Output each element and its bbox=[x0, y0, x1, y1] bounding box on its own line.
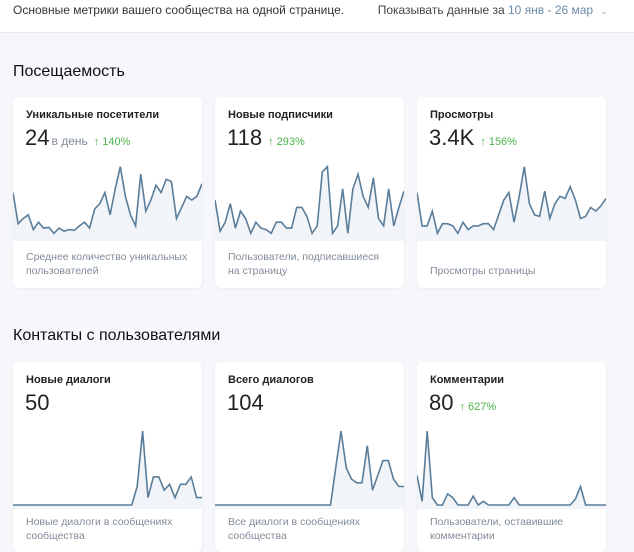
sparkline-area bbox=[215, 166, 404, 241]
card-description: Пользователи, оставившие комментарии bbox=[430, 516, 564, 542]
sparkline-line bbox=[13, 430, 202, 506]
metric-card[interactable]: Новые подписчики 118 ↑ 293% Пользователи,… bbox=[215, 97, 404, 288]
metric-card[interactable]: Комментарии 80 ↑ 627% Пользователи, остав… bbox=[417, 362, 606, 552]
card-title: Уникальные посетители bbox=[26, 109, 160, 121]
sparkline-area bbox=[417, 166, 606, 241]
card-value: 3.4K bbox=[429, 125, 475, 150]
card-delta: ↑ 627% bbox=[459, 401, 497, 413]
card-description: Среднее количество уникальных пользовате… bbox=[26, 251, 188, 277]
page-subtitle: Основные метрики вашего сообщества на од… bbox=[13, 3, 345, 17]
metric-card[interactable]: Просмотры 3.4K ↑ 156% Просмотры страницы bbox=[417, 97, 606, 288]
card-value: 50 bbox=[25, 390, 50, 415]
period-selector[interactable]: Показывать данные за 10 янв - 26 мар ⌄ bbox=[378, 3, 608, 17]
sparkline-chart bbox=[215, 164, 404, 241]
card-title: Всего диалогов bbox=[228, 374, 314, 386]
card-delta: ↑ 140% bbox=[93, 136, 131, 148]
period-label: Показывать данные за bbox=[377, 3, 505, 17]
card-title: Новые диалоги bbox=[26, 374, 111, 386]
sparkline-chart bbox=[417, 166, 606, 241]
card-value-row: 104 bbox=[227, 390, 264, 416]
card-unit: в день bbox=[51, 134, 88, 148]
card-title: Просмотры bbox=[430, 109, 494, 121]
sparkline-area bbox=[13, 431, 202, 509]
card-value: 118 bbox=[227, 125, 263, 150]
sparkline-area bbox=[215, 431, 404, 509]
sparkline-line bbox=[215, 164, 404, 236]
period-value[interactable]: 10 янв - 26 мар bbox=[507, 3, 594, 17]
metric-card[interactable]: Уникальные посетители 24 в день ↑ 140% Сре… bbox=[13, 97, 202, 288]
section-title-contacts: Контакты с пользователями bbox=[13, 327, 221, 344]
sparkline-chart bbox=[417, 430, 606, 509]
section-title-traffic: Посещаемость bbox=[13, 63, 125, 80]
card-value-row: 24 в день ↑ 140% bbox=[25, 125, 130, 151]
card-value-row: 50 bbox=[25, 390, 49, 416]
sparkline-chart bbox=[13, 166, 202, 241]
card-delta: ↑ 156% bbox=[480, 136, 517, 148]
top-bar: Основные метрики вашего сообщества на од… bbox=[0, 0, 634, 33]
card-title: Комментарии bbox=[430, 374, 505, 386]
sparkline-chart bbox=[13, 430, 202, 509]
sparkline-line bbox=[417, 166, 606, 236]
card-title: Новые подписчики bbox=[228, 109, 333, 121]
card-description: Новые диалоги в сообщениях сообщества bbox=[26, 516, 173, 542]
card-value-row: 3.4K ↑ 156% bbox=[429, 125, 517, 151]
card-description: Пользователи, подписавшиеся на страницу bbox=[228, 251, 380, 277]
card-value: 104 bbox=[227, 390, 264, 415]
card-value: 24 bbox=[25, 125, 50, 150]
card-value-row: 80 ↑ 627% bbox=[429, 390, 496, 416]
sparkline-line bbox=[417, 430, 606, 507]
sparkline-line bbox=[215, 430, 404, 506]
chevron-down-icon[interactable]: ⌄ bbox=[600, 6, 608, 16]
metric-card[interactable]: Всего диалогов 104 Все диалоги в сообщен… bbox=[215, 362, 404, 552]
metric-card[interactable]: Новые диалоги 50 Новые диалоги в сообщен… bbox=[13, 362, 202, 552]
sparkline-line bbox=[13, 166, 202, 235]
card-description: Просмотры страницы bbox=[430, 265, 536, 277]
card-value-row: 118 ↑ 293% bbox=[227, 125, 305, 151]
card-delta: ↑ 293% bbox=[268, 136, 305, 148]
card-value: 80 bbox=[429, 390, 454, 415]
sparkline-chart bbox=[215, 430, 404, 509]
card-description: Все диалоги в сообщениях сообщества bbox=[228, 516, 361, 542]
